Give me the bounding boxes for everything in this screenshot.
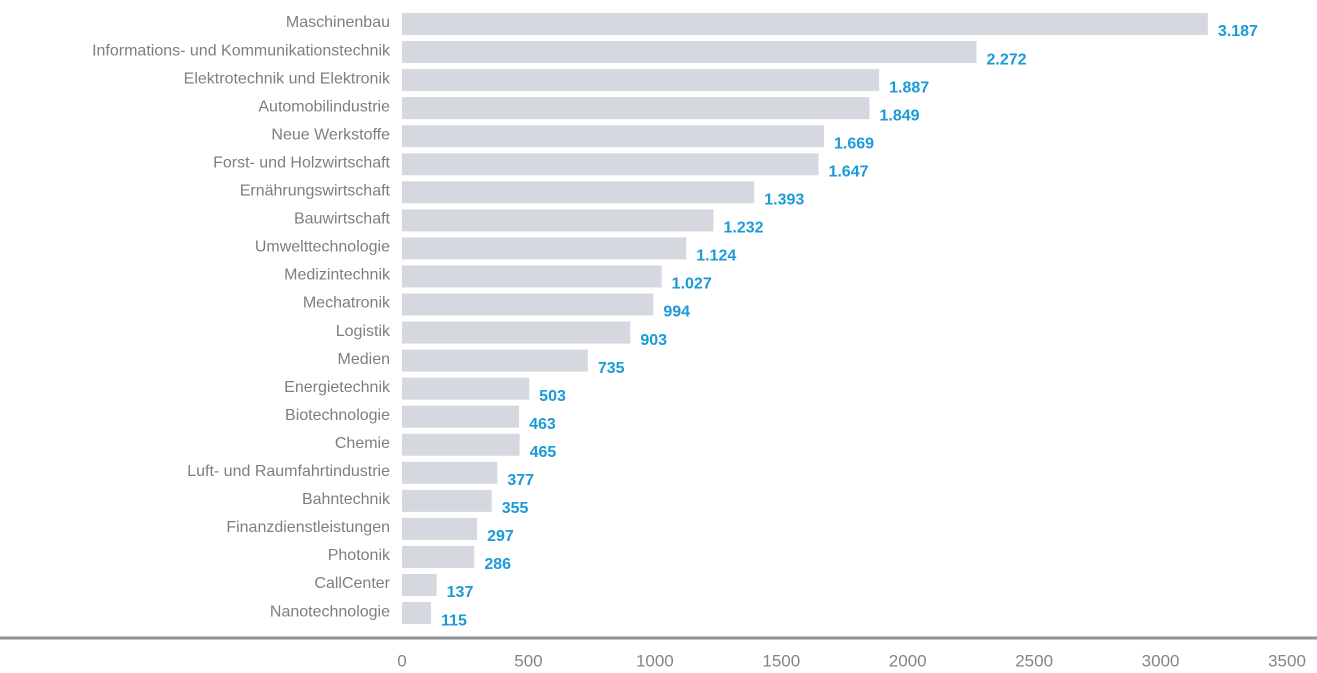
bar [402,41,977,64]
category-label: Bahntechnik [302,491,391,508]
bar [402,574,437,596]
value-label: 377 [507,472,534,489]
value-label: 355 [502,500,529,517]
category-label: Medizintechnik [284,267,391,284]
category-label: CallCenter [314,575,390,592]
value-label: 297 [487,528,514,545]
x-tick-label: 2500 [1015,651,1053,670]
category-label: Energietechnik [284,379,391,396]
bar [402,237,687,260]
category-label: Ernährungswirtschaft [240,183,391,200]
value-label: 1.669 [834,135,874,152]
x-tick-label: 0 [397,651,406,670]
category-label: Luft- und Raumfahrtindustrie [187,463,390,480]
bar [402,517,478,540]
value-label: 1.027 [672,276,712,293]
category-label: Mechatronik [303,295,391,312]
category-label: Logistik [336,323,391,340]
value-label: 2.272 [986,51,1026,68]
value-label: 1.887 [889,79,929,96]
x-tick-label: 1500 [762,651,800,670]
bar [402,153,819,176]
bar [402,97,870,120]
bar [402,349,588,372]
x-tick-label: 3000 [1142,651,1180,670]
value-label: 115 [441,612,467,629]
value-label: 1.393 [764,192,804,209]
value-label: 994 [663,304,690,321]
category-label: Biotechnologie [285,407,390,424]
value-label: 286 [484,556,511,573]
bar [402,405,520,428]
category-label: Chemie [335,435,390,452]
bar [402,602,432,625]
bar [402,69,880,92]
bar [402,13,1208,35]
category-label: Automobilindustrie [258,98,390,115]
bar [402,377,530,400]
category-label: Umwelttechnologie [255,239,390,256]
category-label: Finanzdienstleistungen [226,519,390,536]
value-label: 1.647 [828,163,868,180]
category-label: Photonik [328,547,391,564]
bar [402,545,475,568]
category-label: Nanotechnologie [270,603,390,620]
bar [402,125,825,148]
x-tick-label: 500 [514,651,542,670]
bar [402,293,654,316]
value-label: 735 [598,360,625,377]
value-label: 1.849 [880,107,920,124]
value-label: 903 [640,332,667,349]
x-tick-label: 1000 [636,651,674,670]
value-label: 1.232 [724,220,764,237]
category-label: Medien [338,351,390,368]
bar [402,489,492,512]
bar [402,461,498,484]
category-label: Informations- und Kommunikationstechnik [92,42,391,59]
category-label: Elektrotechnik und Elektronik [184,70,391,87]
value-label: 3.187 [1218,23,1258,40]
value-label: 503 [539,388,566,405]
bar [402,433,520,456]
category-label: Forst- und Holzwirtschaft [213,154,390,171]
category-label: Bauwirtschaft [294,211,391,228]
value-label: 463 [529,416,556,433]
x-tick-label: 2000 [889,651,927,670]
bar [402,181,755,204]
value-label: 465 [530,444,557,461]
value-label: 1.124 [696,248,736,265]
bar [402,321,631,344]
category-label: Neue Werkstoffe [271,126,390,143]
bar [402,209,714,232]
value-label: 137 [447,584,474,601]
x-tick-label: 3500 [1268,651,1306,670]
category-label: Maschinenbau [286,14,390,31]
bar [402,265,662,288]
